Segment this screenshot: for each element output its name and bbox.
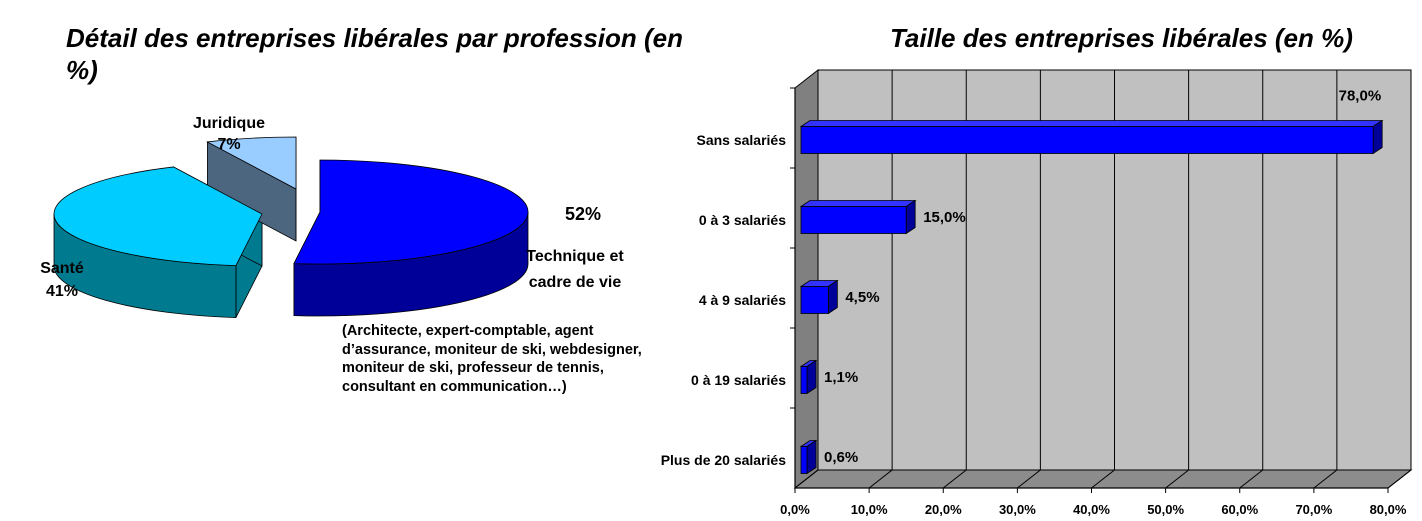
- category-label: Sans salariés: [696, 132, 786, 148]
- x-tick-label: 40,0%: [1073, 502, 1110, 517]
- value-label: 1,1%: [824, 369, 858, 386]
- slice-label-technique-value: 52%: [565, 204, 601, 224]
- x-tick-label: 0,0%: [780, 502, 810, 517]
- x-tick-label: 60,0%: [1221, 502, 1258, 517]
- gridline-floor: [1239, 469, 1264, 489]
- gridline-floor: [1387, 469, 1412, 489]
- gridline-floor: [1017, 469, 1041, 489]
- pie-chart: Juridique 7% Santé 41% 52% Technique et …: [40, 115, 624, 319]
- category-label: 0 à 19 salariés: [691, 372, 786, 388]
- slice-label-sante-name: Santé: [40, 260, 84, 277]
- value-label: 0,6%: [824, 449, 858, 466]
- slice-label-sante-value: 41%: [46, 283, 78, 300]
- x-tick-label: 80,0%: [1370, 502, 1407, 517]
- value-label: 78,0%: [1339, 88, 1382, 105]
- bar: [799, 199, 917, 235]
- slice-label-technique-name-line2: cadre de vie: [529, 274, 622, 291]
- bar: [799, 279, 839, 315]
- gridline-floor: [942, 469, 967, 489]
- bar: [799, 439, 818, 475]
- bar: [799, 359, 818, 395]
- category-label: Plus de 20 salariés: [661, 452, 787, 468]
- gridline-floor: [868, 469, 893, 489]
- gridline-floor: [1165, 469, 1189, 489]
- slice-label-technique-name-line1: Technique et: [526, 248, 624, 265]
- pie-chart-title: Détail des entreprises libérales par pro…: [66, 23, 684, 85]
- gridline-floor: [1313, 469, 1338, 489]
- gridline-floor: [794, 469, 819, 489]
- x-tick-label: 70,0%: [1295, 502, 1332, 517]
- value-label: 4,5%: [845, 289, 879, 306]
- x-tick-label: 50,0%: [1147, 502, 1184, 517]
- bar-chart-title: Taille des entreprises libérales (en %): [890, 23, 1353, 53]
- category-label: 0 à 3 salariés: [699, 212, 786, 228]
- category-label: 4 à 9 salariés: [699, 292, 786, 308]
- x-tick-label: 30,0%: [999, 502, 1036, 517]
- gridline-floor: [1091, 469, 1115, 489]
- pie-slice: [206, 136, 297, 190]
- pie-slice: [53, 166, 263, 266]
- x-tick-label: 10,0%: [851, 502, 888, 517]
- x-tick-label: 20,0%: [925, 502, 962, 517]
- slice-label-juridique-name: Juridique: [193, 115, 265, 132]
- pie-slice: [293, 159, 529, 265]
- pie-footnote: (Architecte, expert-comptable, agent d’a…: [342, 323, 642, 395]
- value-label: 15,0%: [923, 209, 966, 226]
- slice-label-juridique-value: 7%: [217, 136, 240, 153]
- bar: [799, 119, 1384, 155]
